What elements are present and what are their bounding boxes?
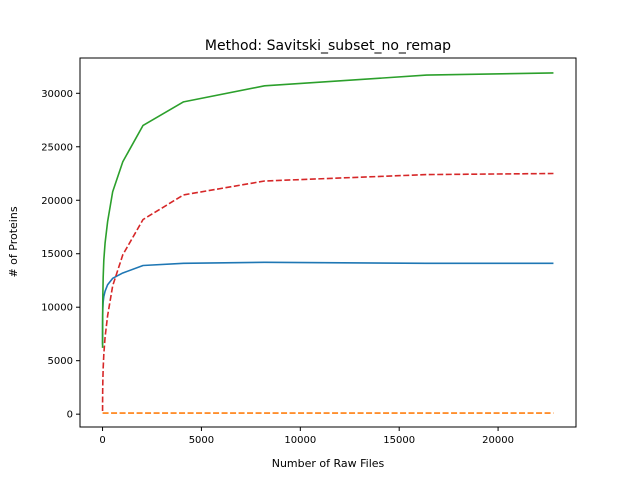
plot-area bbox=[101, 72, 554, 414]
y-tick-label: 0 bbox=[67, 410, 73, 421]
chart-title: Method: Savitski_subset_no_remap bbox=[205, 38, 451, 54]
series-line-4 bbox=[101, 172, 554, 411]
y-tick-label: 10000 bbox=[41, 303, 73, 314]
y-tick-label: 25000 bbox=[41, 142, 73, 153]
x-tick-label: 10000 bbox=[284, 435, 316, 446]
series-line-3 bbox=[101, 72, 554, 348]
x-axis-ticks: 0 5000 10000 15000 20000 bbox=[99, 427, 514, 446]
x-tick-label: 0 bbox=[99, 435, 105, 446]
y-tick-label: 30000 bbox=[41, 89, 73, 100]
x-axis-label: Number of Raw Files bbox=[272, 457, 385, 470]
y-axis-label: # of Proteins bbox=[7, 206, 20, 277]
y-tick-label: 20000 bbox=[41, 196, 73, 207]
y-tick-label: 15000 bbox=[41, 249, 73, 260]
y-axis-ticks: 0 5000 10000 15000 20000 25000 30000 bbox=[41, 89, 80, 421]
x-tick-label: 20000 bbox=[482, 435, 514, 446]
x-tick-label: 15000 bbox=[383, 435, 415, 446]
series-line-1 bbox=[101, 261, 554, 345]
plot-frame bbox=[79, 57, 577, 428]
y-tick-label: 5000 bbox=[48, 356, 73, 367]
x-tick-label: 5000 bbox=[189, 435, 214, 446]
